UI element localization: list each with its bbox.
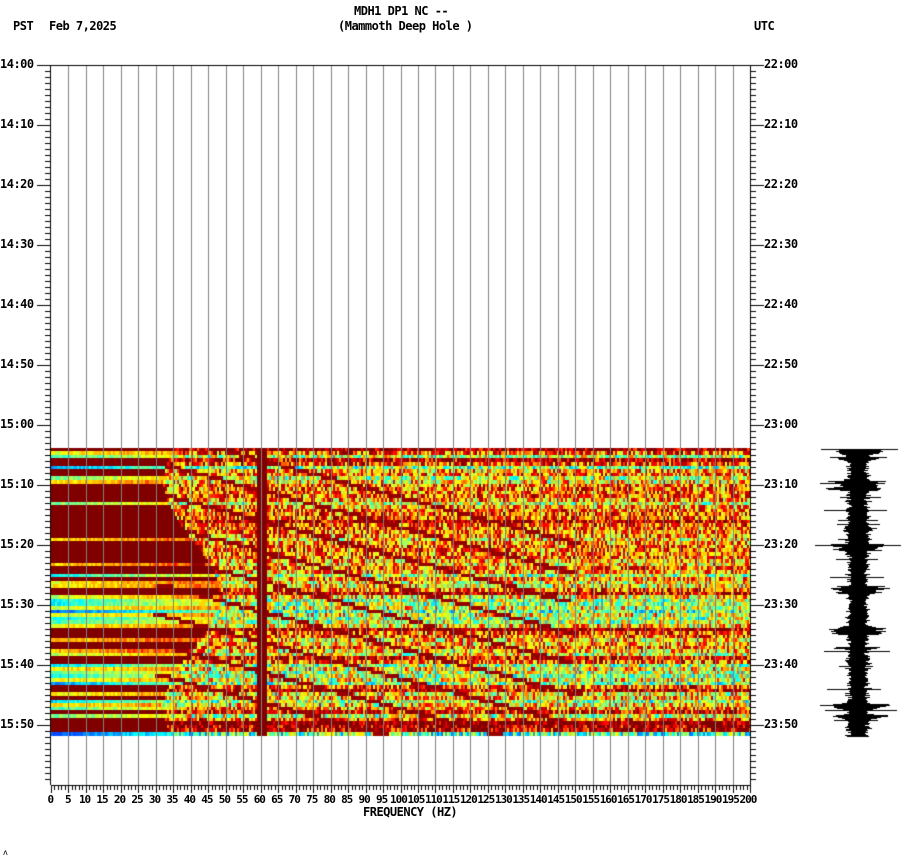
y-tick-label-left: 15:40	[0, 657, 34, 671]
x-tick-label: 165	[617, 793, 635, 806]
date-label: Feb 7,2025	[49, 19, 117, 33]
y-tick-label-right: 23:10	[764, 477, 798, 491]
y-tick-label-right: 22:50	[764, 357, 798, 371]
x-tick-label: 75	[306, 793, 318, 806]
x-tick-label: 160	[599, 793, 618, 806]
x-tick-label: 45	[201, 793, 213, 806]
x-axis-label: FREQUENCY (HZ)	[363, 805, 458, 819]
x-tick-label: 65	[271, 793, 283, 806]
x-tick-label: 35	[166, 793, 178, 806]
y-tick-label-right: 22:30	[764, 237, 798, 251]
y-tick-label-left: 14:10	[0, 117, 34, 131]
y-tick-label-right: 23:50	[764, 717, 798, 731]
x-tick-label: 180	[669, 793, 688, 806]
x-tick-label: 105	[407, 793, 425, 806]
x-tick-label: 175	[652, 793, 670, 806]
y-tick-label-right: 22:20	[764, 177, 798, 191]
y-tick-label-right: 23:20	[764, 537, 798, 551]
x-tick-label: 170	[634, 793, 653, 806]
y-tick-label-left: 15:50	[0, 717, 34, 731]
y-tick-label-left: 15:20	[0, 537, 34, 551]
x-tick-label: 200	[739, 793, 758, 806]
y-tick-label-left: 14:20	[0, 177, 34, 191]
y-tick-label-left: 14:40	[0, 297, 34, 311]
x-tick-label: 5	[64, 793, 72, 806]
x-tick-label: 110	[424, 793, 443, 806]
y-tick-label-left: 14:50	[0, 357, 34, 371]
y-tick-label-right: 23:00	[764, 417, 798, 431]
x-tick-label: 0	[47, 793, 55, 806]
station-title: MDH1 DP1 NC --	[354, 4, 449, 18]
y-tick-label-left: 15:10	[0, 477, 34, 491]
left-timezone-label: PST	[13, 19, 34, 33]
x-tick-label: 25	[131, 793, 143, 806]
x-tick-label: 85	[341, 793, 353, 806]
x-tick-label: 10	[78, 793, 91, 806]
x-tick-label: 145	[547, 793, 565, 806]
x-tick-label: 195	[722, 793, 740, 806]
x-tick-label: 125	[477, 793, 495, 806]
x-tick-label: 60	[253, 793, 266, 806]
x-tick-label: 190	[704, 793, 723, 806]
y-tick-label-left: 14:30	[0, 237, 34, 251]
y-tick-label-left: 14:00	[0, 57, 34, 71]
right-timezone-label: UTC	[754, 19, 775, 33]
x-tick-label: 100	[390, 793, 408, 806]
y-tick-label-right: 22:00	[764, 57, 798, 71]
x-tick-label: 20	[113, 793, 126, 806]
x-tick-label: 135	[512, 793, 530, 806]
x-tick-label: 40	[183, 793, 196, 806]
x-tick-label: 115	[442, 793, 460, 806]
x-tick-label: 155	[582, 793, 600, 806]
x-tick-label: 55	[236, 793, 248, 806]
y-tick-label-right: 23:40	[764, 657, 798, 671]
y-tick-label-left: 15:00	[0, 417, 34, 431]
x-tick-label: 185	[687, 793, 705, 806]
y-tick-label-left: 15:30	[0, 597, 34, 611]
x-tick-label: 30	[148, 793, 161, 806]
x-tick-label: 95	[376, 793, 388, 806]
x-tick-label: 80	[323, 793, 336, 806]
x-tick-label: 50	[218, 793, 231, 806]
y-tick-label-right: 23:30	[764, 597, 798, 611]
x-tick-label: 120	[459, 793, 478, 806]
y-tick-label-right: 22:40	[764, 297, 798, 311]
x-tick-label: 15	[96, 793, 108, 806]
x-tick-label: 140	[529, 793, 548, 806]
x-tick-label: 70	[288, 793, 301, 806]
corner-mark: ʌ	[3, 848, 8, 857]
site-subtitle: (Mammoth Deep Hole )	[338, 19, 473, 33]
x-tick-label: 150	[564, 793, 583, 806]
x-tick-label: 130	[494, 793, 513, 806]
x-tick-label: 90	[358, 793, 371, 806]
y-tick-label-right: 22:10	[764, 117, 798, 131]
